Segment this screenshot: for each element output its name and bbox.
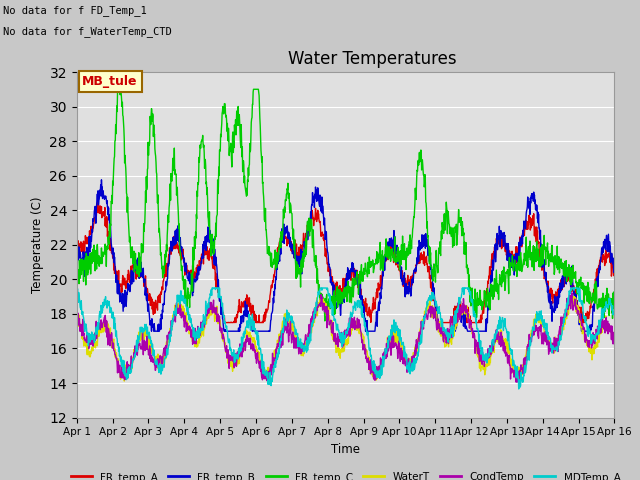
WaterT — [253, 345, 260, 351]
MDTemp_A — [500, 328, 508, 334]
Legend: FR_temp_A, FR_temp_B, FR_temp_C, WaterT, CondTemp, MDTemp_A: FR_temp_A, FR_temp_B, FR_temp_C, WaterT,… — [67, 468, 625, 480]
WaterT — [264, 379, 271, 385]
Text: No data for f FD_Temp_1: No data for f FD_Temp_1 — [3, 5, 147, 16]
CondTemp — [500, 348, 508, 354]
FR_temp_C — [321, 318, 329, 324]
CondTemp — [266, 380, 273, 385]
CondTemp — [179, 311, 187, 316]
FR_temp_C — [253, 86, 260, 92]
Text: No data for f_WaterTemp_CTD: No data for f_WaterTemp_CTD — [3, 26, 172, 37]
Text: MB_tule: MB_tule — [83, 75, 138, 88]
WaterT — [179, 308, 187, 314]
FR_temp_C — [611, 297, 618, 302]
WaterT — [611, 339, 618, 345]
CondTemp — [429, 312, 437, 318]
CondTemp — [253, 360, 260, 366]
WaterT — [73, 313, 81, 319]
MDTemp_A — [253, 329, 260, 335]
MDTemp_A — [179, 293, 187, 299]
MDTemp_A — [208, 285, 216, 291]
FR_temp_B — [193, 270, 201, 276]
CondTemp — [568, 290, 575, 296]
MDTemp_A — [193, 329, 200, 335]
MDTemp_A — [547, 342, 555, 348]
MDTemp_A — [429, 293, 437, 299]
Title: Water Temperatures: Water Temperatures — [288, 49, 457, 68]
Line: WaterT: WaterT — [77, 297, 614, 382]
WaterT — [568, 294, 576, 300]
FR_temp_A — [253, 320, 261, 325]
FR_temp_B — [429, 292, 437, 298]
FR_temp_A — [221, 320, 228, 325]
FR_temp_B — [98, 177, 106, 183]
CondTemp — [193, 333, 200, 338]
FR_temp_B — [73, 237, 81, 242]
WaterT — [429, 305, 437, 311]
FR_temp_B — [500, 238, 508, 244]
FR_temp_A — [429, 293, 437, 299]
Line: MDTemp_A: MDTemp_A — [77, 288, 614, 389]
FR_temp_C — [73, 280, 81, 286]
FR_temp_A — [73, 232, 81, 238]
CondTemp — [547, 346, 555, 352]
WaterT — [547, 339, 555, 345]
FR_temp_C — [180, 285, 188, 291]
FR_temp_A — [547, 293, 555, 299]
CondTemp — [73, 318, 81, 324]
FR_temp_C — [547, 257, 555, 263]
WaterT — [193, 343, 200, 348]
FR_temp_B — [253, 328, 261, 334]
FR_temp_C — [193, 216, 200, 222]
FR_temp_A — [94, 200, 102, 205]
FR_temp_B — [611, 261, 618, 267]
MDTemp_A — [611, 311, 618, 316]
FR_temp_A — [193, 267, 200, 273]
FR_temp_A — [611, 270, 618, 276]
FR_temp_B — [547, 301, 555, 307]
MDTemp_A — [73, 290, 81, 296]
CondTemp — [611, 341, 618, 347]
Y-axis label: Temperature (C): Temperature (C) — [31, 196, 44, 293]
Line: CondTemp: CondTemp — [77, 293, 614, 383]
WaterT — [500, 344, 508, 349]
Line: FR_temp_C: FR_temp_C — [77, 89, 614, 321]
Line: FR_temp_A: FR_temp_A — [77, 203, 614, 323]
FR_temp_B — [180, 255, 188, 261]
FR_temp_A — [500, 238, 508, 244]
MDTemp_A — [515, 386, 523, 392]
X-axis label: Time: Time — [331, 443, 360, 456]
Line: FR_temp_B: FR_temp_B — [77, 180, 614, 331]
FR_temp_C — [500, 264, 508, 270]
FR_temp_B — [148, 328, 156, 334]
FR_temp_A — [180, 254, 188, 260]
FR_temp_C — [429, 274, 437, 279]
FR_temp_C — [114, 86, 122, 92]
